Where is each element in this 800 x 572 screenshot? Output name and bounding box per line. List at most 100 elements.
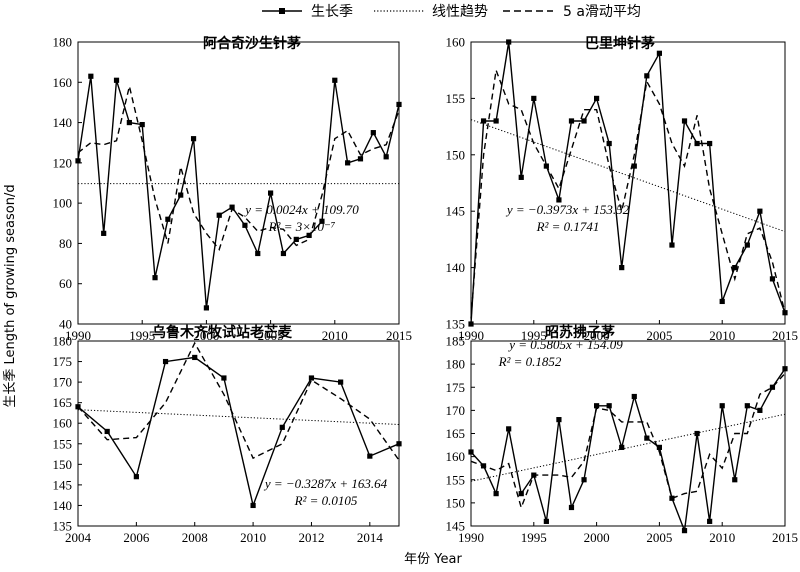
y-tick-label: 150: [446, 147, 466, 162]
plot-frame: [77, 41, 400, 325]
data-point: [732, 477, 738, 483]
panel-barkol: 135 140 145 150 155 160 1990 1995 2000 2005 2010 20…: [446, 35, 799, 344]
data-point: [468, 321, 474, 327]
data-point: [357, 156, 364, 162]
x-tick-label: 1995: [521, 328, 547, 343]
data-point: [152, 275, 158, 281]
r-squared-label: R² = 0.1741: [536, 219, 600, 234]
y-tick-label: 165: [446, 426, 466, 441]
x-tick-label: 2010: [322, 328, 348, 343]
x-tick-label: 2012: [298, 530, 324, 545]
y-tick-label: 185: [446, 334, 466, 349]
panel-urumqi: 135 140 145 150 155 160 165 170 175 180 2004 2006 20…: [53, 324, 402, 545]
data-point: [139, 121, 145, 128]
x-tick-label: 1990: [65, 328, 91, 343]
y-tick-label: 175: [446, 380, 466, 395]
data-point: [345, 160, 351, 166]
y-tick-label: 175: [53, 354, 73, 369]
data-point: [707, 518, 713, 524]
y-tick-label: 155: [446, 91, 466, 106]
panel-akqi: 40 60 80 100 120 140 160 180 1990 1995 2000 2005 201…: [53, 35, 413, 344]
data-point: [255, 250, 261, 257]
data-point: [250, 502, 256, 509]
data-point: [644, 73, 650, 79]
data-point: [606, 403, 612, 409]
data-point: [162, 358, 169, 365]
y-tick-label: 40: [59, 317, 72, 332]
regression-equation: y = −0.3287x + 163.64: [263, 476, 388, 491]
data-point: [757, 208, 763, 214]
plot-frame: [470, 41, 786, 325]
data-point: [707, 140, 713, 147]
data-point: [192, 354, 198, 361]
data-point: [732, 265, 738, 271]
data-point: [556, 417, 562, 423]
x-tick-label: 2015: [772, 328, 798, 343]
data-point: [126, 119, 132, 126]
data-point: [293, 236, 299, 242]
y-tick-label: 170: [446, 403, 466, 418]
data-point: [619, 265, 625, 271]
data-point: [367, 453, 373, 459]
y-tick-label: 80: [59, 236, 72, 251]
data-point: [306, 232, 312, 238]
data-point: [568, 118, 575, 124]
data-point: [568, 504, 575, 511]
trend-line: [77, 409, 400, 425]
data-point: [221, 375, 227, 381]
y-tick-label: 160: [446, 449, 466, 464]
x-tick-label: 2005: [646, 328, 672, 343]
panel-title: 巴里坤针茅: [585, 35, 655, 52]
data-point: [113, 77, 120, 83]
data-point: [88, 73, 94, 79]
data-point: [518, 491, 524, 497]
y-tick-label: 145: [446, 204, 466, 219]
x-tick-label: 2010: [240, 530, 266, 545]
data-point: [506, 426, 512, 432]
moving-average-line: [470, 372, 786, 510]
y-tick-label: 160: [53, 416, 73, 431]
data-point: [216, 212, 222, 218]
x-tick-label: 2008: [182, 530, 208, 545]
y-tick-label: 180: [446, 357, 466, 372]
growing-season-line: [470, 368, 786, 531]
y-tick-label: 165: [53, 395, 73, 410]
trend-line: [470, 413, 786, 482]
data-point: [782, 366, 788, 372]
y-tick-label: 140: [53, 115, 73, 130]
data-point: [203, 305, 209, 311]
data-point: [279, 424, 285, 430]
y-tick-label: 150: [53, 457, 73, 472]
regression-equation: y = −0.3973x + 153.52: [505, 202, 630, 217]
data-point: [370, 130, 376, 136]
legend: 生长季 线性趋势 5 a滑动平均: [262, 3, 641, 20]
data-point: [581, 118, 587, 124]
data-point: [744, 403, 750, 409]
data-point: [242, 222, 248, 228]
data-point: [178, 192, 184, 198]
data-point: [332, 77, 338, 83]
data-point: [556, 197, 562, 203]
data-point: [493, 118, 499, 124]
data-point: [581, 477, 587, 483]
data-point: [480, 118, 487, 124]
y-tick-label: 120: [53, 155, 73, 170]
x-tick-label: 2004: [65, 530, 92, 545]
y-tick-label: 180: [53, 334, 73, 349]
data-point: [543, 518, 549, 524]
growing-season-line: [77, 356, 400, 508]
panel-title: 乌鲁木齐牧试站老芒麦: [152, 324, 293, 341]
regression-equation: y = 0.0024x + 109.70: [243, 202, 359, 217]
x-tick-label: 2000: [193, 328, 219, 343]
data-point: [104, 428, 110, 435]
x-tick-label: 2000: [584, 328, 610, 343]
r-squared-label: R² = 0.0105: [294, 493, 358, 508]
y-axis-title: 生长季 Length of growing season/d: [3, 184, 18, 407]
data-point: [757, 407, 763, 413]
data-point: [165, 216, 171, 222]
regression-equation: y = 0.5805x + 154.09: [507, 337, 623, 352]
data-point: [744, 242, 750, 248]
data-point: [396, 441, 402, 447]
legend-swatch-marker: [279, 8, 285, 14]
